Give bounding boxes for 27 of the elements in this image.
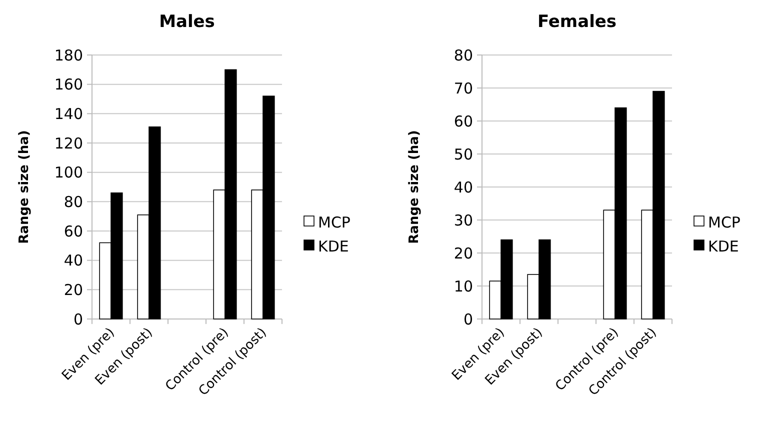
- y-tick-label: 70: [454, 79, 473, 98]
- y-tick-label: 40: [454, 178, 473, 196]
- y-tick-label: 40: [64, 252, 83, 270]
- y-axis-title: Range size (ha): [407, 130, 422, 244]
- y-tick-label: 80: [64, 192, 83, 211]
- y-tick-label: 20: [454, 244, 473, 262]
- y-tick-label: 50: [454, 145, 473, 164]
- y-axis-title: Range size (ha): [17, 130, 32, 244]
- y-tick-label: 120: [54, 134, 83, 152]
- chart-title: Females: [537, 12, 617, 32]
- legend-label: KDE: [318, 237, 349, 256]
- chart-title: Males: [159, 12, 215, 32]
- y-tick-label: 100: [54, 164, 83, 182]
- legend-label: KDE: [708, 237, 739, 256]
- y-tick-label: 160: [54, 76, 83, 94]
- y-tick-label: 60: [64, 222, 83, 240]
- y-tick-label: 10: [454, 277, 473, 296]
- y-tick-label: 20: [64, 280, 83, 299]
- legend-label: MCP: [318, 213, 350, 232]
- y-tick-label: 60: [454, 112, 473, 130]
- y-tick-label: 0: [463, 310, 473, 328]
- legend-label: MCP: [708, 213, 740, 232]
- y-tick-label: 0: [73, 310, 83, 328]
- y-tick-label: 80: [454, 46, 473, 64]
- y-tick-label: 30: [454, 211, 473, 230]
- y-tick-label: 140: [54, 104, 83, 123]
- y-tick-label: 180: [54, 46, 83, 64]
